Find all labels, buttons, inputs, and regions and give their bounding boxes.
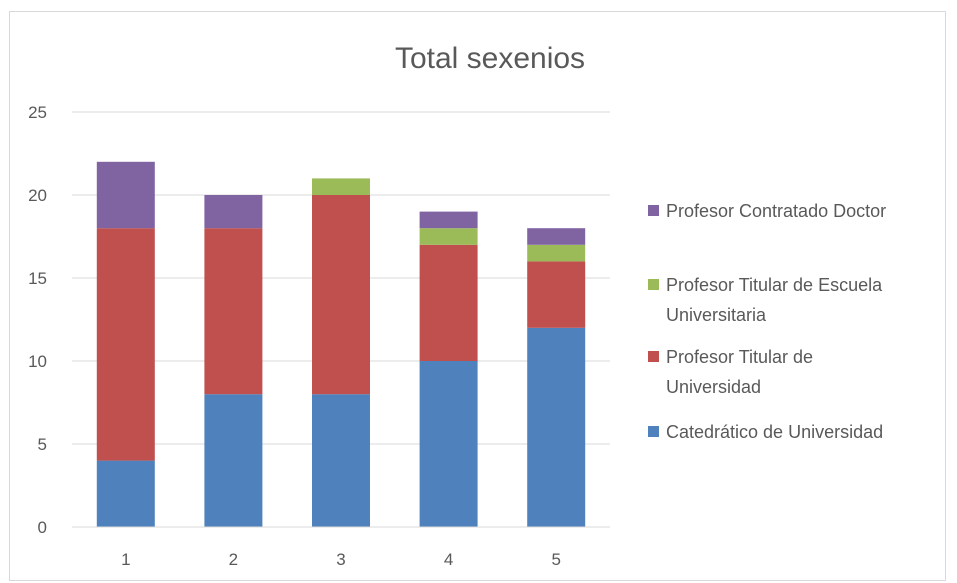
bar-segment: [204, 228, 263, 395]
bar-segment: [96, 161, 155, 229]
bar-segment: [312, 195, 370, 395]
legend-swatch: [648, 351, 659, 362]
bar-segment: [419, 211, 478, 229]
y-tick-label: 25: [28, 103, 47, 122]
x-tick-label: 2: [229, 550, 238, 569]
y-tick-label: 15: [28, 269, 47, 288]
bar-segment: [312, 394, 370, 527]
legend-label: Catedrático de Universidad: [666, 422, 883, 442]
bar-segment: [419, 244, 478, 361]
x-tick-label: 1: [121, 550, 130, 569]
legend-swatch: [648, 279, 659, 290]
x-tick-label: 4: [444, 550, 453, 569]
bar-segment: [527, 228, 586, 245]
bar-segment: [527, 327, 586, 527]
bar-segment: [204, 394, 263, 527]
x-tick-label: 5: [551, 550, 560, 569]
legend-label: Profesor Titular de Escuela: [666, 275, 883, 295]
x-tick-label: 3: [336, 550, 345, 569]
bar-segment: [527, 261, 586, 328]
bar-segment: [527, 244, 586, 262]
y-tick-label: 0: [38, 518, 47, 537]
y-tick-label: 5: [38, 435, 47, 454]
bars: [96, 161, 586, 527]
bar-segment: [204, 195, 263, 229]
legend-label: Profesor Contratado Doctor: [666, 201, 886, 221]
legend-swatch: [648, 205, 659, 216]
legend-label: Profesor Titular de: [666, 347, 813, 367]
y-tick-label: 10: [28, 352, 47, 371]
legend-swatch: [648, 426, 659, 437]
bar-segment: [96, 228, 155, 461]
y-tick-label: 20: [28, 186, 47, 205]
legend: Profesor Contratado Doctor Profesor Titul…: [648, 201, 886, 442]
axes: 0 5 10 15 20 25 1 2 3 4 5: [28, 103, 610, 569]
chart-title: Total sexenios: [395, 42, 585, 75]
bar-segment: [96, 460, 155, 527]
bar-segment: [419, 228, 478, 245]
bar-segment: [419, 361, 478, 527]
bar-segment: [312, 178, 370, 195]
legend-label: Universidad: [666, 377, 761, 397]
legend-label: Universitaria: [666, 305, 767, 325]
